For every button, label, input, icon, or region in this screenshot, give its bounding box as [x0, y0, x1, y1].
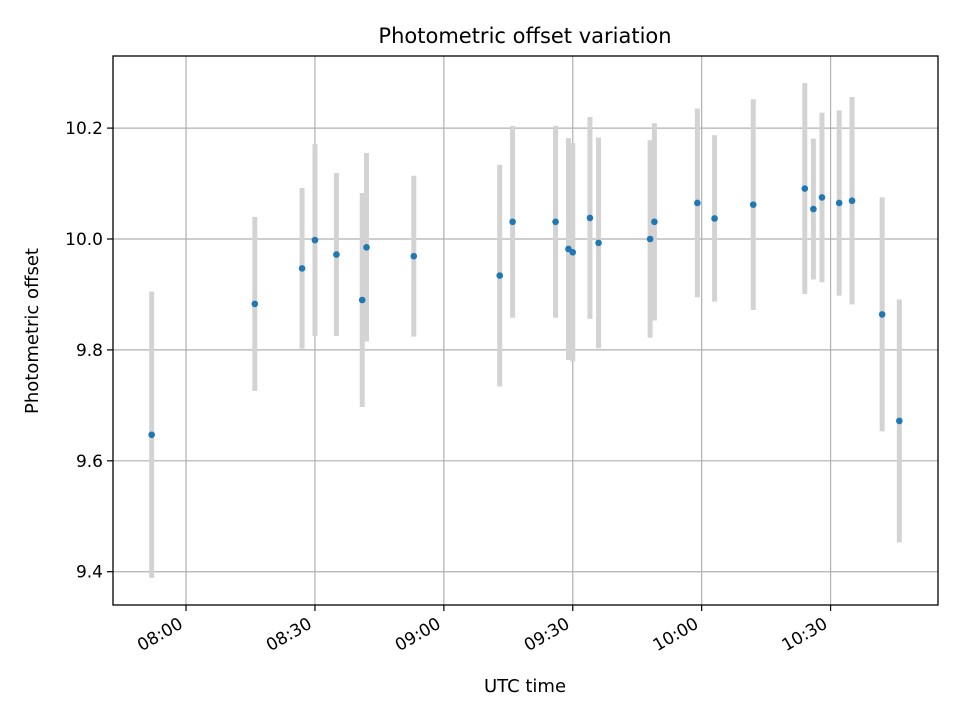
data-point: [896, 417, 903, 425]
data-point: [810, 205, 817, 213]
data-point: [363, 244, 370, 251]
data-point: [358, 296, 366, 304]
y-tick-label: 9.6: [76, 452, 103, 472]
x-axis-label: UTC time: [484, 676, 566, 697]
data-point: [586, 214, 594, 222]
y-axis-label: Photometric offset: [22, 248, 43, 414]
data-point: [311, 236, 319, 244]
data-point: [801, 185, 809, 192]
y-tick-label: 9.8: [76, 341, 103, 361]
plot-area-frame: [112, 55, 939, 606]
data-point: [251, 300, 259, 308]
data-point: [298, 265, 306, 272]
data-point: [694, 199, 701, 207]
y-axis-ticks: 9.4 9.6 9.8 10.0 10.2: [65, 119, 113, 583]
data-point: [646, 235, 654, 243]
y-tick-label: 10.0: [65, 230, 103, 250]
data-point: [569, 249, 577, 256]
data-points: [148, 185, 903, 439]
data-point: [835, 199, 843, 207]
data-point: [509, 218, 516, 226]
chart-title: Photometric offset variation: [378, 24, 671, 48]
y-tick-label: 10.2: [65, 119, 103, 139]
data-point: [595, 239, 602, 247]
data-point: [711, 215, 718, 222]
data-point: [749, 201, 757, 208]
y-tick-label: 9.4: [76, 563, 103, 583]
data-point: [410, 252, 418, 260]
data-point: [651, 218, 658, 226]
data-point: [878, 311, 886, 318]
data-point: [496, 272, 504, 279]
data-point: [818, 194, 826, 201]
data-point: [333, 251, 340, 258]
data-point: [552, 218, 559, 226]
data-point: [148, 431, 155, 439]
data-point: [848, 197, 856, 205]
